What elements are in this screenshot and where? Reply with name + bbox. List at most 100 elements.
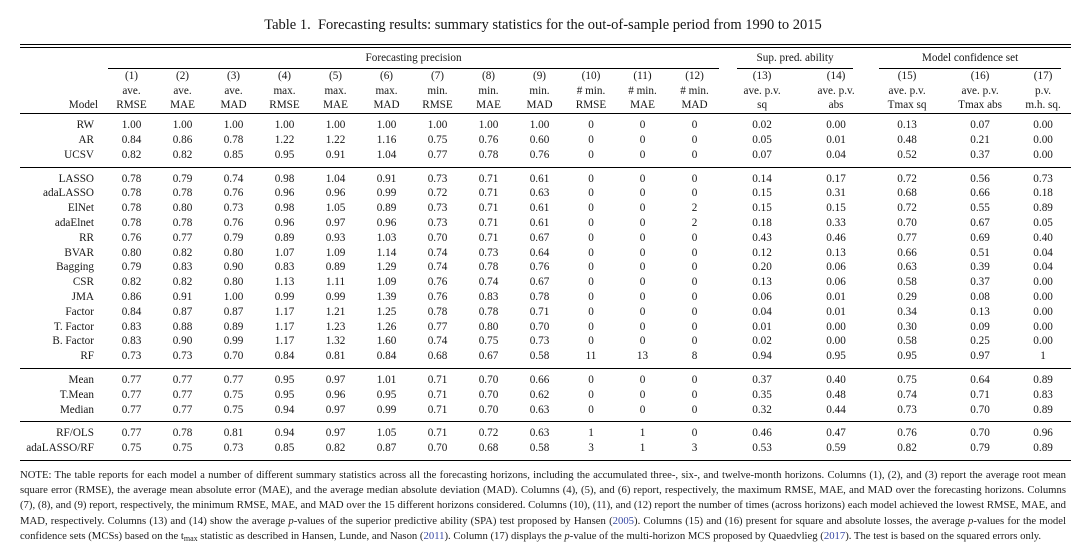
value-cell-13: 0.35 xyxy=(752,388,772,401)
value-cell-12: 3 xyxy=(691,442,698,455)
value-cell-17: 0.89 xyxy=(1033,403,1053,416)
value-cell-2: 0.82 xyxy=(172,148,193,161)
value-cell-1: 0.77 xyxy=(121,388,142,401)
value-cell-11: 1 xyxy=(639,427,646,440)
value-cell-8: 1.00 xyxy=(478,119,499,132)
value-cell-15: 0.48 xyxy=(897,133,917,146)
value-cell-9: 0.67 xyxy=(529,276,550,289)
value-cell-17: 0.00 xyxy=(1033,119,1053,132)
col-measure-15: Tmax sq xyxy=(887,99,927,112)
value-cell-3: 0.99 xyxy=(223,335,244,348)
value-cell-2: 0.88 xyxy=(172,320,193,333)
value-cell-6: 1.05 xyxy=(376,427,397,440)
value-cell-4: 0.94 xyxy=(274,427,295,440)
value-cell-7: 0.71 xyxy=(427,373,448,386)
value-cell-7: 1.00 xyxy=(427,119,448,132)
value-cell-16: 0.09 xyxy=(970,320,990,333)
value-cell-5: 1.04 xyxy=(325,172,346,185)
value-cell-7: 0.71 xyxy=(427,427,448,440)
value-cell-2: 0.91 xyxy=(172,290,193,303)
value-cell-4: 0.89 xyxy=(274,231,295,244)
value-cell-8: 0.73 xyxy=(478,246,499,259)
value-cell-9: 0.76 xyxy=(529,148,550,161)
value-cell-15: 0.74 xyxy=(897,388,917,401)
value-cell-6: 0.95 xyxy=(376,388,397,401)
value-cell-13: 0.07 xyxy=(752,148,772,161)
value-cell-13: 0.20 xyxy=(752,261,772,274)
col-stat-11: # min. xyxy=(628,84,657,97)
col-number-17: (17) xyxy=(1033,69,1053,82)
value-cell-13: 0.94 xyxy=(752,350,772,363)
col-measure-1: RMSE xyxy=(116,99,147,112)
value-cell-9: 0.60 xyxy=(529,133,550,146)
column-label1-row: ave. ave. ave. max. max. max. min. min. min. # mi… xyxy=(20,84,1071,99)
value-cell-12: 0 xyxy=(691,172,698,185)
col-measure-11: MAE xyxy=(630,99,655,112)
table-note: NOTE: The table reports for each model a… xyxy=(20,468,1066,546)
value-cell-6: 0.89 xyxy=(376,202,397,215)
value-cell-3: 0.87 xyxy=(223,305,244,318)
value-cell-6: 1.00 xyxy=(376,119,397,132)
group-forecasting-precision-label: Forecasting precision xyxy=(108,51,720,69)
value-cell-16: 0.56 xyxy=(970,172,990,185)
value-cell-7: 0.71 xyxy=(427,403,448,416)
value-cell-17: 0.83 xyxy=(1033,388,1053,401)
table-row: adaLASSO/RF 0.75 0.75 0.73 0.85 0.82 0.87 0.70 0… xyxy=(20,441,1071,460)
value-cell-11: 0 xyxy=(639,202,646,215)
value-cell-2: 0.82 xyxy=(172,246,193,259)
value-cell-1: 0.82 xyxy=(121,148,142,161)
group-header-row: Forecasting precision Sup. pred. ability… xyxy=(20,46,1071,69)
value-cell-15: 0.66 xyxy=(897,246,917,259)
col-number-9: (9) xyxy=(532,69,547,82)
value-cell-12: 0 xyxy=(691,231,698,244)
model-label: RW xyxy=(76,119,94,132)
value-cell-16: 0.66 xyxy=(970,187,990,200)
value-cell-9: 0.63 xyxy=(529,427,550,440)
value-cell-6: 0.96 xyxy=(376,216,397,229)
value-cell-3: 0.76 xyxy=(223,187,244,200)
value-cell-5: 1.22 xyxy=(325,133,346,146)
value-cell-13: 0.15 xyxy=(752,187,772,200)
value-cell-1: 0.78 xyxy=(121,172,142,185)
column-label1-spacer xyxy=(20,84,106,99)
value-cell-4: 0.99 xyxy=(274,290,295,303)
citation-year: 2011 xyxy=(423,529,445,542)
value-cell-7: 0.71 xyxy=(427,388,448,401)
value-cell-15: 0.82 xyxy=(897,442,917,455)
value-cell-12: 8 xyxy=(691,350,698,363)
value-cell-3: 1.00 xyxy=(223,290,244,303)
value-cell-3: 0.76 xyxy=(223,216,244,229)
value-cell-13: 0.13 xyxy=(752,276,772,289)
value-cell-2: 0.73 xyxy=(172,350,193,363)
note-italic: p xyxy=(288,514,294,527)
value-cell-16: 0.70 xyxy=(970,427,990,440)
value-cell-1: 0.83 xyxy=(121,335,142,348)
value-cell-17: 0.00 xyxy=(1033,335,1053,348)
value-cell-12: 0 xyxy=(691,335,698,348)
value-cell-3: 0.77 xyxy=(223,373,244,386)
value-cell-2: 0.78 xyxy=(172,427,193,440)
value-cell-8: 0.71 xyxy=(478,231,499,244)
col-measure-8: MAE xyxy=(476,99,501,112)
value-cell-10: 11 xyxy=(585,350,597,363)
value-cell-13: 0.32 xyxy=(752,403,772,416)
value-cell-2: 0.78 xyxy=(172,187,193,200)
value-cell-2: 0.90 xyxy=(172,335,193,348)
value-cell-12: 0 xyxy=(691,119,698,132)
table-row: B. Factor 0.83 0.90 0.99 1.17 1.32 1.60 0.74 0.7… xyxy=(20,334,1071,349)
value-cell-11: 13 xyxy=(636,350,649,363)
value-cell-4: 1.07 xyxy=(274,246,295,259)
value-cell-16: 0.67 xyxy=(970,216,990,229)
col-number-2: (2) xyxy=(175,69,190,82)
value-cell-15: 0.58 xyxy=(897,276,917,289)
row-group-combinations: Mean 0.77 0.77 0.77 0.95 0.97 1.01 0.71 0.70 0.66… xyxy=(20,368,1072,421)
value-cell-6: 1.60 xyxy=(376,335,397,348)
value-cell-14: 0.01 xyxy=(826,305,846,318)
value-cell-3: 0.89 xyxy=(223,320,244,333)
value-cell-1: 0.84 xyxy=(121,305,142,318)
value-cell-17: 0.40 xyxy=(1033,231,1053,244)
value-cell-15: 0.73 xyxy=(897,403,917,416)
value-cell-5: 1.21 xyxy=(325,305,346,318)
value-cell-8: 0.71 xyxy=(478,216,499,229)
value-cell-1: 0.78 xyxy=(121,202,142,215)
